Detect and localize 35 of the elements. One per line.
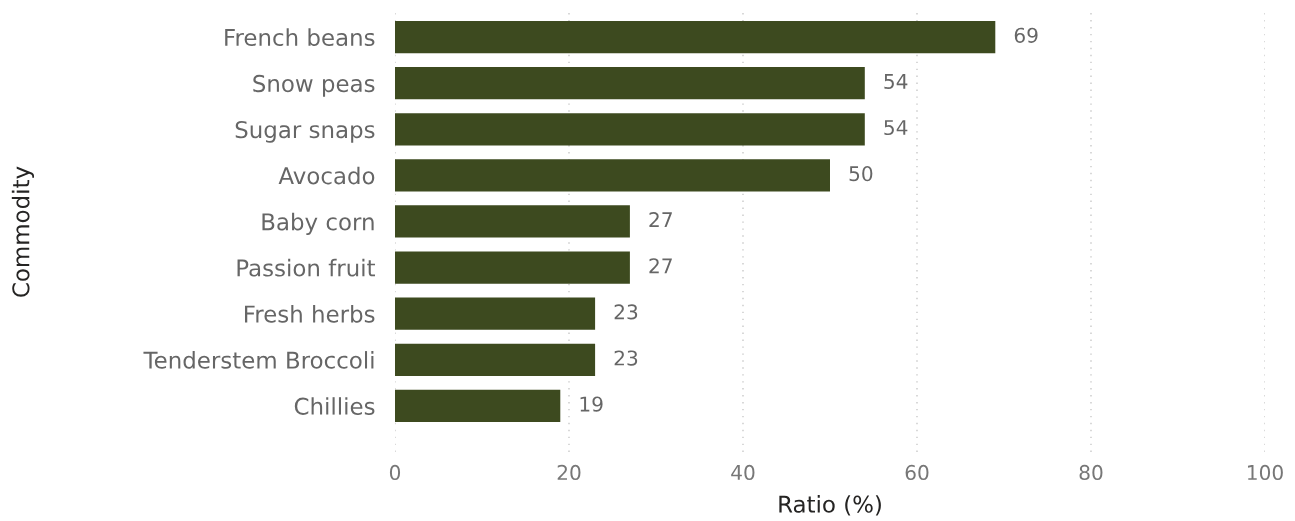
data-label: 19: [580, 396, 603, 412]
data-label: 27: [649, 258, 672, 274]
bar: [395, 343, 596, 376]
bar: [395, 20, 996, 54]
x-tick-label: 20: [557, 464, 581, 481]
y-tick-label: French beans: [225, 28, 375, 47]
data-label: 54: [884, 120, 908, 136]
x-axis-title: Ratio (%): [779, 495, 881, 516]
y-tick-label: Snow peas: [253, 74, 375, 97]
y-tick-label: Sugar snaps: [235, 120, 375, 143]
bar: [395, 389, 561, 423]
y-tick-label: Passion fruit: [237, 258, 376, 277]
data-label: 69: [1014, 27, 1038, 43]
bar: [395, 113, 865, 146]
x-tick-label: 100: [1247, 464, 1283, 481]
data-label: 23: [614, 350, 638, 366]
x-tick-label: 0: [389, 464, 401, 481]
x-tick-label: 60: [905, 464, 929, 481]
x-tick-label: 80: [1079, 464, 1103, 481]
y-axis-title: Commodity: [11, 166, 34, 297]
data-label: 23: [614, 304, 638, 320]
bar: [395, 67, 865, 100]
bar: [395, 297, 596, 330]
data-label: 50: [849, 165, 873, 182]
y-tick-label: Fresh herbs: [245, 304, 375, 323]
y-tick-label: Chillies: [294, 397, 375, 415]
x-tick-label: 40: [731, 464, 755, 481]
bar: [395, 159, 830, 192]
bar: [395, 205, 630, 238]
data-label: 27: [649, 212, 672, 228]
y-tick-label: Baby corn: [262, 212, 374, 235]
data-label: 54: [884, 74, 908, 90]
bar: [395, 251, 630, 284]
y-tick-label: Tenderstem Broccoli: [143, 351, 374, 369]
y-tick-label: Avocado: [278, 166, 375, 185]
